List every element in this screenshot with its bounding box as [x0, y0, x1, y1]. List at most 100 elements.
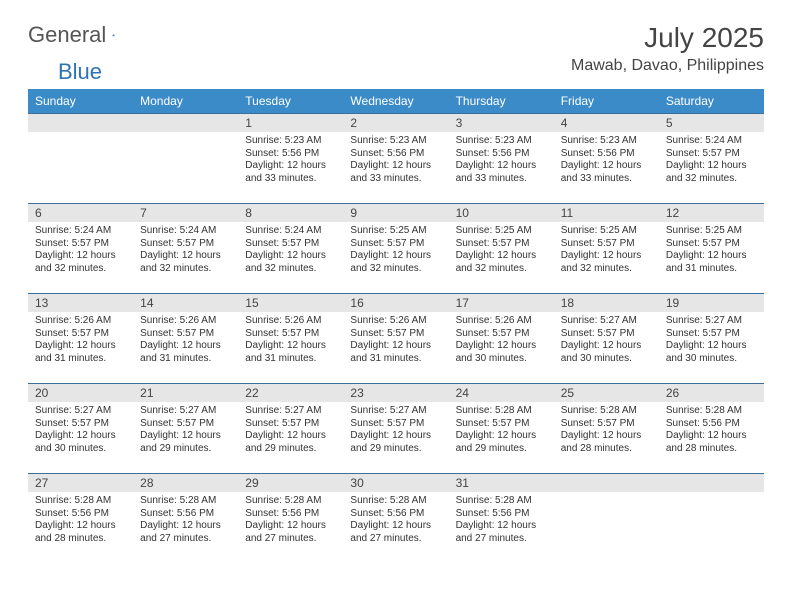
day-details: Sunrise: 5:24 AMSunset: 5:57 PMDaylight:… [659, 132, 764, 189]
sunrise-line: Sunrise: 5:27 AM [140, 405, 231, 418]
day-details: Sunrise: 5:27 AMSunset: 5:57 PMDaylight:… [343, 402, 448, 459]
calendar-cell: 6Sunrise: 5:24 AMSunset: 5:57 PMDaylight… [28, 203, 133, 293]
sunset-line: Sunset: 5:57 PM [350, 238, 441, 251]
sunrise-line: Sunrise: 5:24 AM [666, 135, 757, 148]
daylight-line: Daylight: 12 hours and 32 minutes. [456, 250, 547, 275]
sunset-line: Sunset: 5:57 PM [35, 418, 126, 431]
day-details: Sunrise: 5:26 AMSunset: 5:57 PMDaylight:… [449, 312, 554, 369]
day-number: 26 [659, 383, 764, 402]
sunrise-line: Sunrise: 5:23 AM [245, 135, 336, 148]
sunrise-line: Sunrise: 5:28 AM [35, 495, 126, 508]
calendar-cell: 1Sunrise: 5:23 AMSunset: 5:56 PMDaylight… [238, 113, 343, 203]
weekday-header: Sunday [28, 89, 133, 113]
daylight-line: Daylight: 12 hours and 30 minutes. [666, 340, 757, 365]
calendar-week-row: 13Sunrise: 5:26 AMSunset: 5:57 PMDayligh… [28, 293, 764, 383]
day-number: 3 [449, 113, 554, 132]
logo-word-2: Blue [58, 59, 102, 85]
day-number: 1 [238, 113, 343, 132]
day-details: Sunrise: 5:28 AMSunset: 5:56 PMDaylight:… [28, 492, 133, 549]
calendar-cell: 28Sunrise: 5:28 AMSunset: 5:56 PMDayligh… [133, 473, 238, 563]
sunrise-line: Sunrise: 5:26 AM [350, 315, 441, 328]
calendar-cell: 26Sunrise: 5:28 AMSunset: 5:56 PMDayligh… [659, 383, 764, 473]
logo-word-1: General [28, 22, 106, 48]
daylight-line: Daylight: 12 hours and 32 minutes. [35, 250, 126, 275]
day-number: 29 [238, 473, 343, 492]
day-number: 24 [449, 383, 554, 402]
day-details: Sunrise: 5:26 AMSunset: 5:57 PMDaylight:… [343, 312, 448, 369]
day-number: 25 [554, 383, 659, 402]
weekday-header: Monday [133, 89, 238, 113]
calendar-cell: 5Sunrise: 5:24 AMSunset: 5:57 PMDaylight… [659, 113, 764, 203]
day-number: 18 [554, 293, 659, 312]
calendar-cell: 10Sunrise: 5:25 AMSunset: 5:57 PMDayligh… [449, 203, 554, 293]
sunset-line: Sunset: 5:57 PM [245, 238, 336, 251]
sunset-line: Sunset: 5:56 PM [561, 148, 652, 161]
daylight-line: Daylight: 12 hours and 33 minutes. [456, 160, 547, 185]
day-number: 22 [238, 383, 343, 402]
daylight-line: Daylight: 12 hours and 29 minutes. [456, 430, 547, 455]
calendar-cell: 30Sunrise: 5:28 AMSunset: 5:56 PMDayligh… [343, 473, 448, 563]
sunrise-line: Sunrise: 5:25 AM [350, 225, 441, 238]
sunset-line: Sunset: 5:57 PM [456, 418, 547, 431]
calendar-cell: 27Sunrise: 5:28 AMSunset: 5:56 PMDayligh… [28, 473, 133, 563]
sunset-line: Sunset: 5:57 PM [350, 418, 441, 431]
daylight-line: Daylight: 12 hours and 32 minutes. [350, 250, 441, 275]
calendar-cell: 8Sunrise: 5:24 AMSunset: 5:57 PMDaylight… [238, 203, 343, 293]
calendar-cell: 3Sunrise: 5:23 AMSunset: 5:56 PMDaylight… [449, 113, 554, 203]
sunset-line: Sunset: 5:57 PM [456, 328, 547, 341]
day-number: 19 [659, 293, 764, 312]
sunrise-line: Sunrise: 5:27 AM [666, 315, 757, 328]
sunrise-line: Sunrise: 5:28 AM [456, 405, 547, 418]
calendar-cell: 23Sunrise: 5:27 AMSunset: 5:57 PMDayligh… [343, 383, 448, 473]
day-number: 11 [554, 203, 659, 222]
sunrise-line: Sunrise: 5:25 AM [456, 225, 547, 238]
logo: General [28, 22, 134, 48]
daylight-line: Daylight: 12 hours and 32 minutes. [561, 250, 652, 275]
weekday-header: Tuesday [238, 89, 343, 113]
day-details: Sunrise: 5:27 AMSunset: 5:57 PMDaylight:… [238, 402, 343, 459]
day-number: 14 [133, 293, 238, 312]
daylight-line: Daylight: 12 hours and 27 minutes. [456, 520, 547, 545]
sunrise-line: Sunrise: 5:28 AM [350, 495, 441, 508]
sunrise-line: Sunrise: 5:28 AM [245, 495, 336, 508]
sunset-line: Sunset: 5:57 PM [350, 328, 441, 341]
day-number: 27 [28, 473, 133, 492]
day-number: 30 [343, 473, 448, 492]
day-number [28, 113, 133, 132]
sunrise-line: Sunrise: 5:25 AM [561, 225, 652, 238]
month-title: July 2025 [571, 22, 764, 54]
day-number [554, 473, 659, 492]
sunrise-line: Sunrise: 5:26 AM [35, 315, 126, 328]
daylight-line: Daylight: 12 hours and 29 minutes. [245, 430, 336, 455]
calendar-cell: 4Sunrise: 5:23 AMSunset: 5:56 PMDaylight… [554, 113, 659, 203]
sunset-line: Sunset: 5:57 PM [245, 328, 336, 341]
sunrise-line: Sunrise: 5:24 AM [35, 225, 126, 238]
calendar-cell: 17Sunrise: 5:26 AMSunset: 5:57 PMDayligh… [449, 293, 554, 383]
day-details: Sunrise: 5:27 AMSunset: 5:57 PMDaylight:… [554, 312, 659, 369]
calendar-cell: 18Sunrise: 5:27 AMSunset: 5:57 PMDayligh… [554, 293, 659, 383]
sunset-line: Sunset: 5:57 PM [666, 328, 757, 341]
day-number: 5 [659, 113, 764, 132]
daylight-line: Daylight: 12 hours and 33 minutes. [350, 160, 441, 185]
daylight-line: Daylight: 12 hours and 27 minutes. [350, 520, 441, 545]
day-number: 20 [28, 383, 133, 402]
daylight-line: Daylight: 12 hours and 27 minutes. [140, 520, 231, 545]
day-details: Sunrise: 5:23 AMSunset: 5:56 PMDaylight:… [554, 132, 659, 189]
sunset-line: Sunset: 5:57 PM [35, 238, 126, 251]
sunrise-line: Sunrise: 5:24 AM [140, 225, 231, 238]
day-details: Sunrise: 5:23 AMSunset: 5:56 PMDaylight:… [449, 132, 554, 189]
weekday-header: Friday [554, 89, 659, 113]
title-block: July 2025 Mawab, Davao, Philippines [571, 22, 764, 75]
day-details: Sunrise: 5:27 AMSunset: 5:57 PMDaylight:… [659, 312, 764, 369]
sunset-line: Sunset: 5:56 PM [245, 148, 336, 161]
sunrise-line: Sunrise: 5:28 AM [456, 495, 547, 508]
sunset-line: Sunset: 5:57 PM [140, 418, 231, 431]
daylight-line: Daylight: 12 hours and 27 minutes. [245, 520, 336, 545]
calendar-cell [659, 473, 764, 563]
day-number: 16 [343, 293, 448, 312]
daylight-line: Daylight: 12 hours and 29 minutes. [140, 430, 231, 455]
day-number: 23 [343, 383, 448, 402]
daylight-line: Daylight: 12 hours and 32 minutes. [140, 250, 231, 275]
sunset-line: Sunset: 5:57 PM [561, 328, 652, 341]
calendar-cell: 20Sunrise: 5:27 AMSunset: 5:57 PMDayligh… [28, 383, 133, 473]
